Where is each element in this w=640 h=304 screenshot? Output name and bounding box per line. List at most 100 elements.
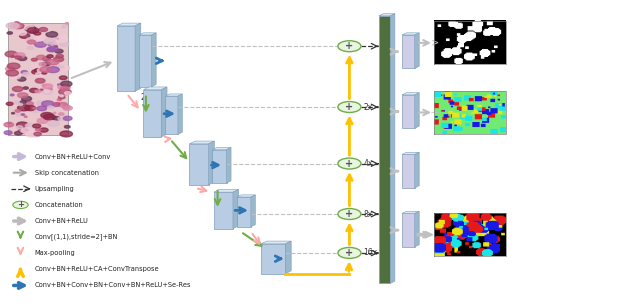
Circle shape xyxy=(47,106,54,109)
Circle shape xyxy=(35,69,42,72)
Circle shape xyxy=(35,90,41,93)
Circle shape xyxy=(62,24,68,27)
Polygon shape xyxy=(214,189,239,192)
Circle shape xyxy=(20,33,30,38)
Polygon shape xyxy=(117,23,141,26)
Circle shape xyxy=(4,123,13,127)
Text: +: + xyxy=(346,209,353,219)
Circle shape xyxy=(47,60,59,65)
Circle shape xyxy=(338,247,361,258)
Circle shape xyxy=(6,23,19,29)
Circle shape xyxy=(11,24,20,29)
Circle shape xyxy=(54,46,58,47)
Circle shape xyxy=(63,116,72,120)
Polygon shape xyxy=(415,152,419,188)
Bar xyxy=(402,35,415,68)
Text: Conv[(1,1),stride=2]+BN: Conv[(1,1),stride=2]+BN xyxy=(35,234,118,240)
Circle shape xyxy=(42,101,54,107)
Circle shape xyxy=(18,31,26,35)
Circle shape xyxy=(14,23,22,27)
Polygon shape xyxy=(161,87,167,137)
Text: 8x: 8x xyxy=(364,209,372,219)
Circle shape xyxy=(11,56,15,57)
Circle shape xyxy=(19,128,28,133)
Circle shape xyxy=(5,51,17,57)
Circle shape xyxy=(21,114,24,115)
Circle shape xyxy=(39,63,46,66)
Circle shape xyxy=(27,124,30,126)
Circle shape xyxy=(338,41,361,52)
Circle shape xyxy=(63,106,72,110)
Bar xyxy=(261,244,285,274)
Bar xyxy=(379,16,390,283)
Circle shape xyxy=(58,84,61,85)
Polygon shape xyxy=(390,14,395,283)
Bar xyxy=(189,144,209,185)
Text: Conv+BN+ReLU: Conv+BN+ReLU xyxy=(35,218,88,224)
Circle shape xyxy=(47,67,60,73)
Circle shape xyxy=(42,84,46,86)
Text: +: + xyxy=(17,200,24,209)
Circle shape xyxy=(28,47,33,49)
Bar xyxy=(402,95,415,128)
Circle shape xyxy=(13,101,19,104)
Circle shape xyxy=(18,103,22,105)
Circle shape xyxy=(26,37,38,43)
Text: +: + xyxy=(346,102,353,112)
Circle shape xyxy=(65,126,70,128)
Circle shape xyxy=(35,42,46,47)
Circle shape xyxy=(52,103,60,106)
Text: +: + xyxy=(346,248,353,258)
Polygon shape xyxy=(143,87,167,90)
Polygon shape xyxy=(139,33,156,35)
Circle shape xyxy=(32,70,42,74)
Polygon shape xyxy=(415,211,419,247)
Circle shape xyxy=(28,40,36,44)
Polygon shape xyxy=(189,141,214,144)
Circle shape xyxy=(54,102,59,105)
Circle shape xyxy=(23,87,28,89)
Circle shape xyxy=(37,68,47,73)
Polygon shape xyxy=(415,33,419,68)
Circle shape xyxy=(338,209,361,219)
Bar xyxy=(165,96,178,134)
Text: +: + xyxy=(346,159,353,168)
Circle shape xyxy=(65,22,68,24)
Circle shape xyxy=(41,112,53,118)
Circle shape xyxy=(51,43,57,46)
Text: —: — xyxy=(431,108,439,117)
Text: 4x: 4x xyxy=(364,159,373,168)
Circle shape xyxy=(48,43,54,46)
Circle shape xyxy=(61,67,63,68)
Circle shape xyxy=(61,86,69,90)
Circle shape xyxy=(35,78,45,83)
Circle shape xyxy=(62,105,70,109)
Circle shape xyxy=(33,64,38,67)
Circle shape xyxy=(39,28,47,32)
Circle shape xyxy=(16,126,23,129)
Circle shape xyxy=(7,63,20,69)
Circle shape xyxy=(65,92,71,95)
Polygon shape xyxy=(178,94,182,134)
Circle shape xyxy=(7,32,12,34)
Polygon shape xyxy=(402,33,419,35)
FancyArrow shape xyxy=(417,231,433,238)
Circle shape xyxy=(27,29,36,33)
Text: Conv+BN+ReLU+Conv: Conv+BN+ReLU+Conv xyxy=(35,154,111,160)
Circle shape xyxy=(36,128,41,131)
Circle shape xyxy=(6,102,13,105)
Circle shape xyxy=(15,109,20,112)
Circle shape xyxy=(29,88,38,92)
Circle shape xyxy=(15,131,22,135)
Circle shape xyxy=(61,27,65,28)
Circle shape xyxy=(16,113,22,116)
Circle shape xyxy=(56,65,65,70)
Circle shape xyxy=(33,108,36,109)
Bar xyxy=(402,213,415,247)
Circle shape xyxy=(10,94,14,96)
Circle shape xyxy=(47,55,53,58)
Circle shape xyxy=(56,38,59,39)
Polygon shape xyxy=(165,94,182,96)
Circle shape xyxy=(15,53,25,58)
Circle shape xyxy=(31,58,37,61)
